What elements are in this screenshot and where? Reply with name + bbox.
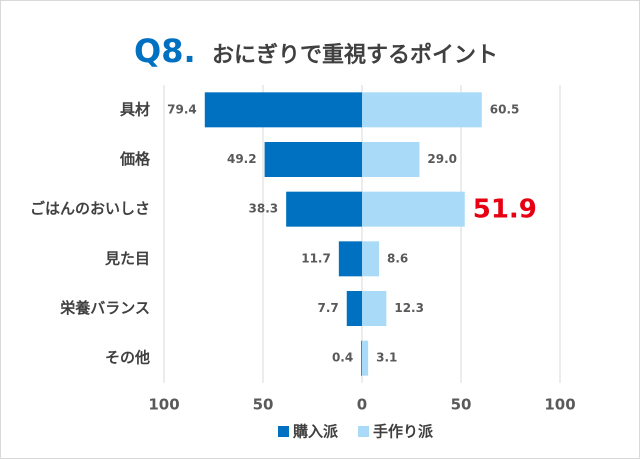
x-tick-label: 100 (544, 396, 575, 414)
chart-subtitle: おにぎりで重視するポイント (212, 42, 498, 68)
value-label: 51.9 (473, 195, 537, 225)
legend-label: 購入派 (292, 423, 339, 441)
bar (362, 241, 380, 277)
value-label: 29.0 (427, 152, 457, 166)
x-tick-label: 100 (148, 396, 179, 414)
value-label: 79.4 (167, 102, 197, 116)
value-label: 0.4 (332, 351, 353, 365)
bar (362, 92, 482, 128)
y-tick-label: 栄養バランス (59, 299, 150, 317)
value-label: 7.7 (317, 301, 338, 315)
legend-label: 手作り派 (373, 423, 434, 441)
y-tick-label: 具材 (120, 100, 150, 118)
value-label: 11.7 (301, 251, 331, 265)
x-tick-label: 50 (253, 396, 274, 414)
bar (362, 191, 465, 227)
value-label: 38.3 (249, 202, 279, 216)
bar (361, 340, 362, 376)
y-tick-label: 見た目 (104, 249, 150, 267)
legend-swatch (358, 426, 370, 437)
y-tick-label: 価格 (119, 150, 151, 168)
value-label: 12.3 (394, 301, 424, 315)
bar (362, 142, 420, 177)
value-label: 8.6 (387, 251, 408, 265)
bar (362, 340, 369, 376)
y-tick-label: ごはんのおいしさ (30, 200, 150, 218)
bar (338, 241, 362, 277)
chart-title: Q8. (134, 32, 196, 70)
bar (204, 92, 362, 128)
legend-swatch (278, 426, 289, 437)
value-label: 3.1 (376, 351, 397, 365)
bar (286, 191, 362, 227)
bar (346, 291, 362, 326)
value-label: 60.5 (490, 102, 520, 116)
bar (264, 142, 362, 177)
bar (362, 291, 387, 326)
y-tick-label: その他 (105, 349, 150, 367)
x-tick-label: 50 (451, 396, 472, 414)
x-tick-label: 0 (357, 396, 367, 414)
value-label: 49.2 (227, 152, 257, 166)
